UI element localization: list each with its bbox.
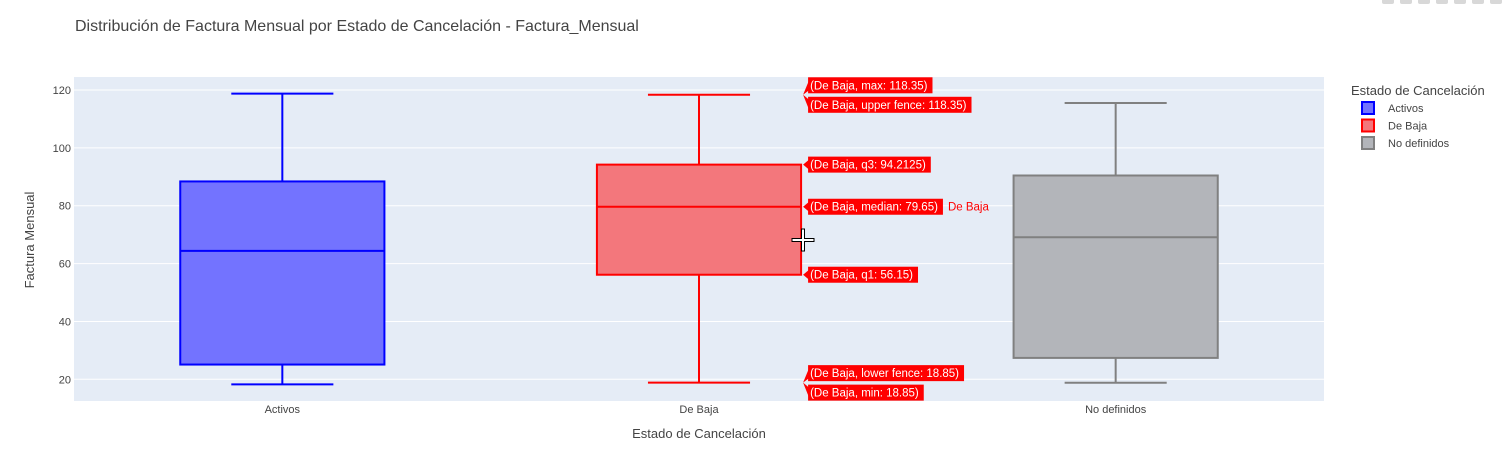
hover-label-text: (De Baja, q1: 56.15): [810, 270, 913, 282]
hover-label-box: [808, 266, 919, 283]
x-tick-label: Activos: [265, 404, 301, 416]
hover-label-text: (De Baja, min: 18.85): [810, 388, 919, 400]
hover-label-text: (De Baja, q3: 94.2125): [810, 160, 926, 172]
y-axis-title: Factura Mensual: [22, 191, 37, 288]
legend-item-de-baja[interactable]: De Baja: [1361, 118, 1428, 133]
box-no-definidos: [1012, 102, 1219, 384]
legend-item-activos[interactable]: Activos: [1361, 101, 1424, 115]
legend-label: De Baja: [1388, 121, 1428, 133]
box-activos: [179, 92, 386, 386]
y-tick-label: 120: [53, 85, 71, 97]
hover-label: (De Baja, min: 18.85): [803, 382, 924, 401]
hover-label: (De Baja, upper fence: 118.35): [803, 94, 972, 113]
y-tick-label: 40: [59, 316, 71, 328]
x-tick-label: De Baja: [679, 404, 719, 416]
hover-label-pointer: [803, 382, 810, 398]
boxes: [179, 92, 1219, 386]
y-tick-label: 80: [59, 201, 71, 213]
hover-label-box: [808, 198, 943, 215]
hover-label-box: [808, 384, 924, 401]
box-de-baja: [595, 93, 803, 384]
hover-label-text: (De Baja, max: 118.35): [810, 80, 928, 92]
hover-label-pointer: [803, 201, 810, 212]
hover-label-box: [808, 77, 933, 94]
x-tick-label: No definidos: [1085, 404, 1147, 416]
y-tick-label: 100: [53, 143, 71, 155]
legend-swatch: [1361, 136, 1375, 150]
hover-label-box: [808, 96, 972, 113]
pan-icon[interactable]: [1418, 0, 1430, 4]
legend-label: No definidos: [1388, 138, 1450, 150]
x-axis-title: Estado de Cancelación: [632, 426, 766, 441]
hover-label-text: (De Baja, upper fence: 118.35): [810, 100, 967, 112]
hover-trace-name: De Baja: [948, 202, 990, 214]
hover-label-pointer: [803, 368, 810, 383]
legend-swatch: [1361, 101, 1375, 115]
zoom-in-icon[interactable]: [1436, 0, 1448, 4]
legend-title: Estado de Cancelación: [1351, 83, 1485, 98]
crosshair-cursor-icon: [791, 228, 815, 252]
hover-label: (De Baja, median: 79.65) De Baja: [803, 198, 990, 215]
camera-icon[interactable]: [1382, 0, 1394, 4]
y-tick-label: 60: [59, 259, 71, 271]
iqr-box: [595, 163, 803, 276]
hover-label-box: [808, 156, 931, 173]
y-tick-label: 20: [59, 374, 71, 386]
x-axis-ticks: Activos De Baja No definidos: [265, 404, 1147, 416]
zoom-out-icon[interactable]: [1454, 0, 1466, 4]
hover-label: (De Baja, max: 118.35): [803, 77, 933, 95]
hover-label-pointer: [803, 94, 810, 110]
y-axis-ticks: 20 40 60 80 100 120: [53, 85, 71, 386]
legend-swatch: [1361, 118, 1375, 133]
hover-label-text: (De Baja, median: 79.65): [810, 202, 938, 214]
iqr-box: [179, 180, 386, 366]
legend-label: Activos: [1388, 103, 1424, 115]
reset-axes-icon[interactable]: [1490, 0, 1502, 4]
zoom-icon[interactable]: [1400, 0, 1412, 4]
legend-item-no-definidos[interactable]: No definidos: [1361, 136, 1450, 150]
modebar[interactable]: [1382, 0, 1502, 4]
hover-labels: (De Baja, max: 118.35) (De Baja, upper fe…: [803, 77, 990, 401]
autoscale-icon[interactable]: [1472, 0, 1484, 4]
hover-label-box: [808, 365, 965, 382]
hover-label-pointer: [803, 159, 810, 170]
hover-label: (De Baja, q1: 56.15): [803, 266, 919, 283]
hover-label: (De Baja, lower fence: 18.85): [803, 365, 965, 383]
hover-label-pointer: [803, 80, 810, 95]
hover-label-pointer: [803, 269, 810, 280]
chart-title: Distribución de Factura Mensual por Esta…: [75, 18, 639, 35]
iqr-box: [1012, 174, 1219, 359]
hover-label-text: (De Baja, lower fence: 18.85): [810, 368, 959, 380]
legend: Estado de Cancelación Activos De Baja No d…: [1351, 83, 1485, 150]
hover-label: (De Baja, q3: 94.2125): [803, 156, 931, 173]
